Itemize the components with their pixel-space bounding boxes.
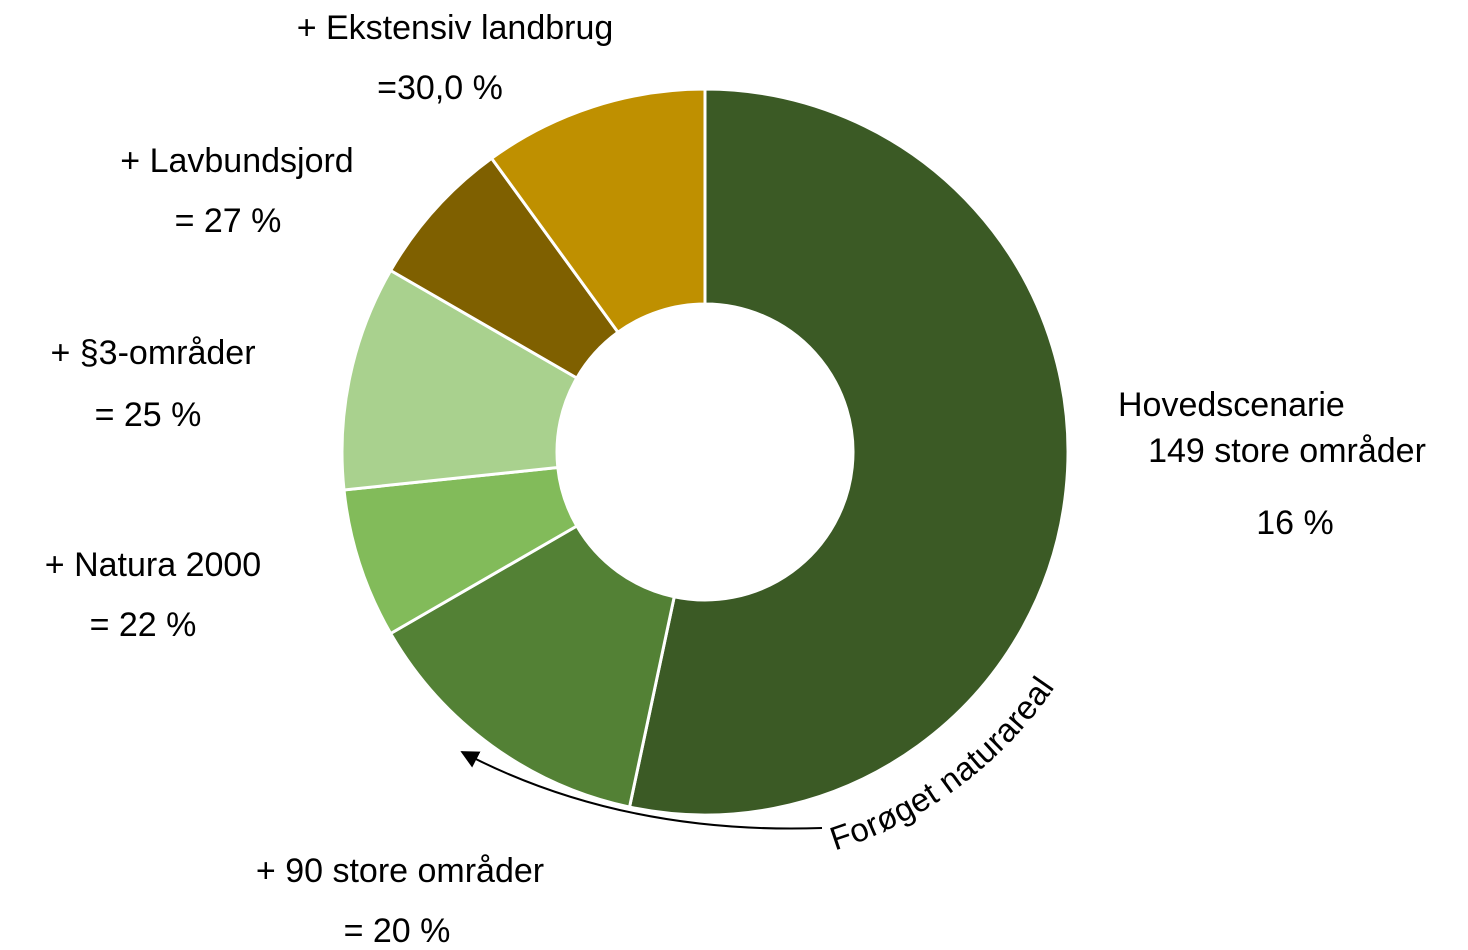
category-label: Hovedscenarie xyxy=(1118,386,1345,424)
value-label: = 27 % xyxy=(175,202,282,240)
category-label: + Lavbundsjord xyxy=(120,142,353,180)
value-label: 16 % xyxy=(1256,504,1334,542)
value-label: = 25 % xyxy=(95,396,202,434)
value-label: =30,0 % xyxy=(377,69,503,107)
value-label: = 20 % xyxy=(344,912,451,950)
category-label: + §3-områder xyxy=(50,334,255,372)
category-label: + 90 store områder xyxy=(256,852,544,890)
category-label: 149 store områder xyxy=(1148,432,1426,470)
slice xyxy=(388,523,677,809)
slice xyxy=(627,87,1070,817)
category-label: + Natura 2000 xyxy=(45,546,261,584)
slices xyxy=(340,87,1070,817)
slice xyxy=(340,268,579,492)
value-label: = 22 % xyxy=(90,606,197,644)
category-label: + Ekstensiv landbrug xyxy=(297,9,614,47)
arrow xyxy=(460,751,823,830)
slice xyxy=(489,87,707,335)
